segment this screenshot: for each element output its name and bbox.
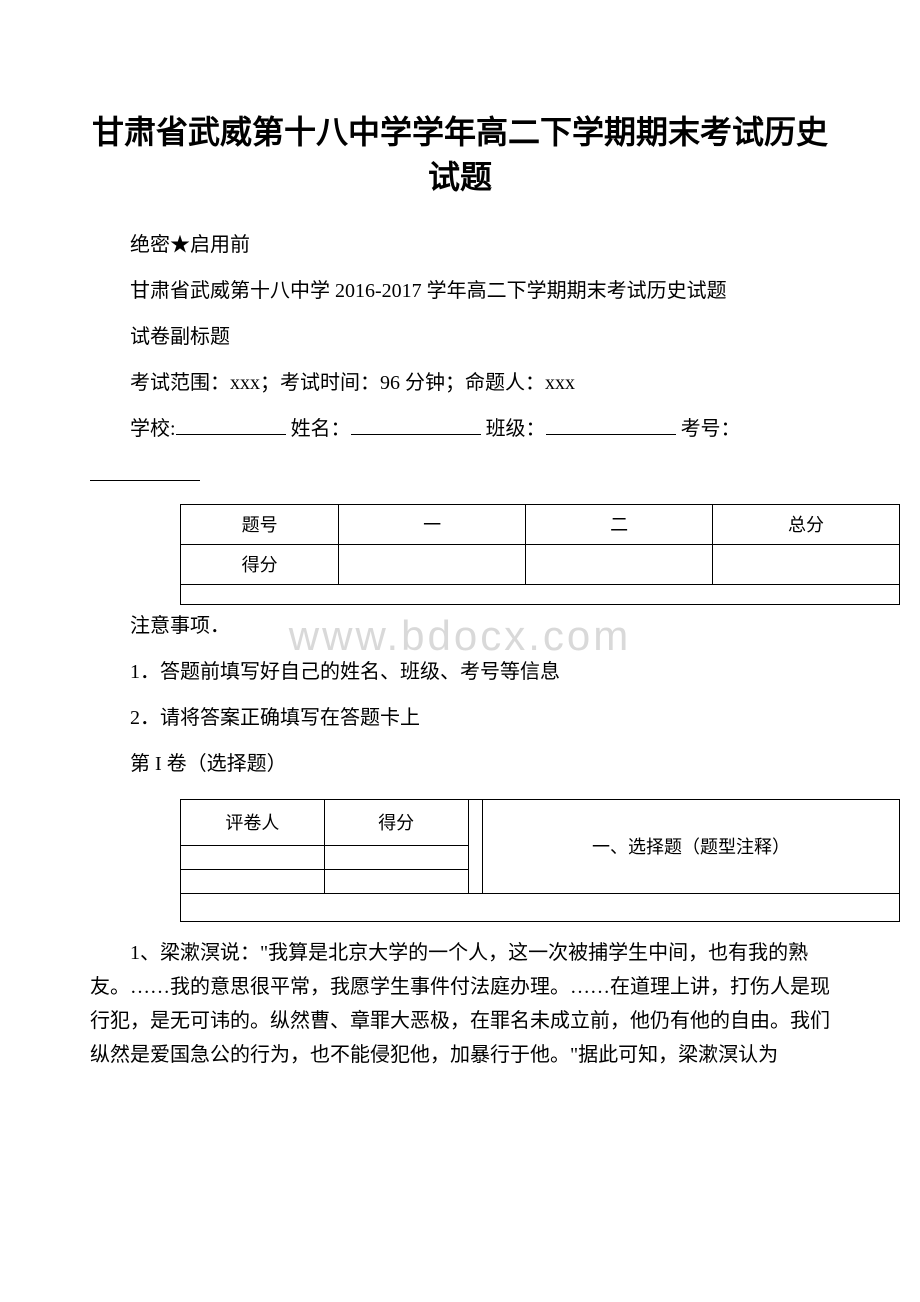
class-blank[interactable] [546,413,676,435]
header-cell: 题号 [181,504,339,544]
part-label: 第 I 卷（选择题） [90,747,830,781]
empty-cell [181,893,900,921]
notice-item: 2．请将答案正确填写在答题卡上 [90,701,830,735]
section-title: 一、选择题（题型注释） [482,799,899,893]
score-cell[interactable] [324,845,468,869]
num-label: 考号： [681,418,741,440]
full-title: 甘肃省武威第十八中学 2016-2017 学年高二下学期期末考试历史试题 [90,274,830,308]
header-cell: 一 [339,504,526,544]
question-text: 1、梁漱溟说："我算是北京大学的一个人，这一次被捕学生中间，也有我的熟友。……我… [90,936,830,1072]
notice-item: 1．答题前填写好自己的姓名、班级、考号等信息 [90,655,830,689]
school-blank[interactable] [176,413,286,435]
notice-heading: 注意事项． [90,609,830,643]
subtitle: 试卷副标题 [90,320,830,354]
gap-cell [468,799,482,893]
page-title: 甘肃省武威第十八中学学年高二下学期期末考试历史试题 [90,110,830,200]
table-row: 题号 一 二 总分 [181,504,900,544]
score-table: 题号 一 二 总分 得分 [180,504,900,605]
name-label: 姓名： [291,418,351,440]
header-cell: 二 [526,504,713,544]
confidential-label: 绝密★启用前 [90,228,830,262]
name-blank[interactable] [351,413,481,435]
table-row: 得分 [181,544,900,584]
exam-info: 考试范围：xxx；考试时间：96 分钟；命题人：xxx [90,366,830,400]
score-cell[interactable] [324,869,468,893]
student-info-line: 学校: 姓名： 班级： 考号： [90,412,830,446]
empty-cell [181,584,900,604]
section-table-wrap: 评卷人 得分 一、选择题（题型注释） [180,799,900,922]
school-label: 学校: [130,418,176,440]
grader-label: 评卷人 [181,799,325,845]
score-cell[interactable] [526,544,713,584]
section-table: 评卷人 得分 一、选择题（题型注释） [180,799,900,922]
score-label-cell: 得分 [181,544,339,584]
table-row: 评卷人 得分 一、选择题（题型注释） [181,799,900,845]
table-row [181,584,900,604]
grader-cell[interactable] [181,869,325,893]
score-cell[interactable] [713,544,900,584]
class-label: 班级： [486,418,546,440]
table-row [181,893,900,921]
grader-cell[interactable] [181,845,325,869]
score-cell[interactable] [339,544,526,584]
score-label: 得分 [324,799,468,845]
num-blank[interactable] [90,459,200,481]
page-content: 甘肃省武威第十八中学学年高二下学期期末考试历史试题 绝密★启用前 甘肃省武威第十… [90,110,830,1072]
num-blank-line [90,458,830,492]
header-cell: 总分 [713,504,900,544]
